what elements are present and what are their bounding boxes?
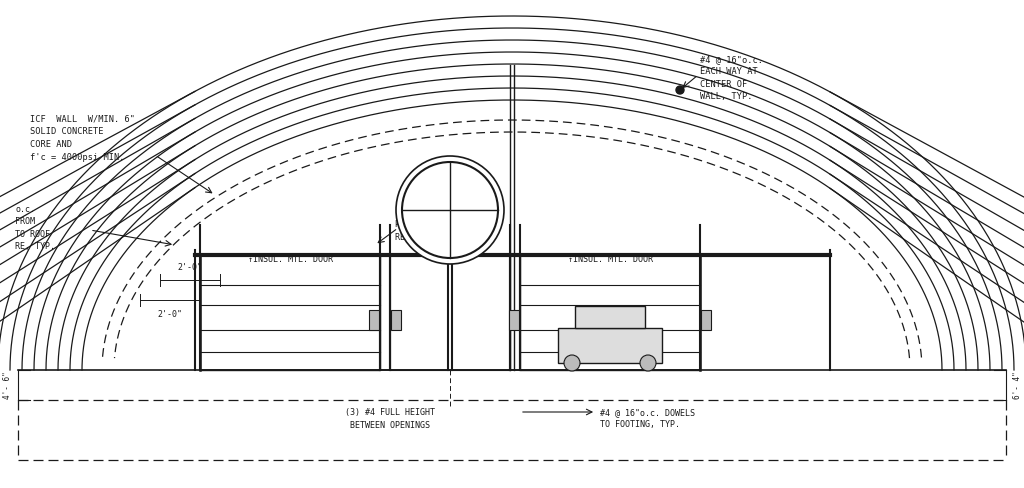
Bar [200, 255, 380, 370]
Bar [701, 310, 711, 330]
Text: ↑INSUL. MTL. DOOR: ↑INSUL. MTL. DOOR [567, 256, 652, 264]
Bar [558, 328, 662, 363]
Text: 2'-0": 2'-0" [177, 263, 203, 272]
Bar [575, 306, 645, 328]
Text: #4 @ 16"o.c.
EACH WAY AT
CENTER OF
WALL, TYP.: #4 @ 16"o.c. EACH WAY AT CENTER OF WALL,… [700, 55, 763, 102]
Text: 4'- 6": 4'- 6" [3, 371, 12, 399]
Text: (3) #4 FULL HEIGHT
BETWEEN OPENINGS: (3) #4 FULL HEIGHT BETWEEN OPENINGS [345, 408, 435, 429]
Bar [369, 310, 379, 330]
Bar [520, 255, 700, 370]
Circle shape [640, 355, 656, 371]
Bar [391, 310, 401, 330]
Text: 6'- 4": 6'- 4" [1014, 371, 1023, 399]
Text: o.c.
FROM
TO ROOF
RE, TYP.: o.c. FROM TO ROOF RE, TYP. [15, 205, 55, 251]
Bar [390, 255, 510, 370]
Text: #4 @ 16"o.c. DOWELS
TO FOOTING, TYP.: #4 @ 16"o.c. DOWELS TO FOOTING, TYP. [600, 408, 695, 429]
Circle shape [396, 156, 504, 264]
Text: AVG CAR
WIDTH= 6': AVG CAR WIDTH= 6' [588, 310, 633, 331]
Text: ICF  WALL  W/MIN. 6"
SOLID CONCRETE
CORE AND
f'c = 4000psi MIN.: ICF WALL W/MIN. 6" SOLID CONCRETE CORE A… [30, 115, 135, 162]
Text: 2'-0": 2'-0" [158, 310, 182, 319]
Circle shape [676, 86, 684, 94]
Text: PROFILE OF
RETAINED EARTH: PROFILE OF RETAINED EARTH [395, 220, 465, 242]
Bar [509, 310, 519, 330]
Circle shape [402, 162, 498, 258]
Text: ↑INSUL. MTL. DOOR: ↑INSUL. MTL. DOOR [248, 256, 333, 264]
Circle shape [564, 355, 580, 371]
